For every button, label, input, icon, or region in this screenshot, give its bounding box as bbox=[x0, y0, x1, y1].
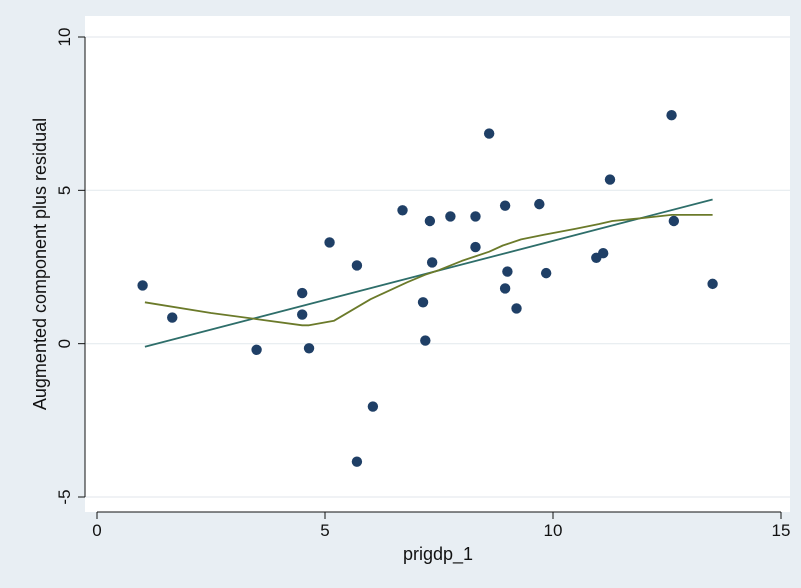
scatter-point-0 bbox=[137, 280, 148, 291]
scatter-point-10 bbox=[397, 205, 408, 216]
scatter-point-20 bbox=[499, 283, 511, 294]
y-tick-label-1: 0 bbox=[55, 339, 74, 348]
scatter-point-1 bbox=[167, 312, 178, 323]
scatter-point-3 bbox=[297, 287, 308, 299]
scatter-point-5 bbox=[303, 343, 315, 354]
y-tick-label-2: 5 bbox=[55, 186, 74, 195]
scatter-point-2 bbox=[251, 344, 262, 355]
scatter-point-27 bbox=[604, 174, 616, 185]
scatter-point-6 bbox=[324, 237, 335, 248]
x-tick-label-2: 10 bbox=[544, 521, 563, 540]
scatter-point-21 bbox=[502, 266, 513, 277]
x-axis-title: prigdp_1 bbox=[403, 544, 473, 565]
labels-layer: -5 0 5 10 0 5 10 15 bbox=[55, 28, 790, 540]
scatter-point-30 bbox=[707, 278, 718, 290]
y-tick-label-3: 10 bbox=[55, 28, 74, 47]
y-axis-title: Augmented component plus residual bbox=[30, 118, 50, 410]
scatter-point-16 bbox=[470, 211, 481, 222]
x-tick-label-0: 0 bbox=[92, 521, 101, 540]
x-tick-label-1: 5 bbox=[320, 521, 329, 540]
scatter-point-28 bbox=[666, 110, 677, 121]
scatter-point-7 bbox=[351, 260, 363, 271]
scatter-point-14 bbox=[426, 257, 438, 268]
lines-layer bbox=[144, 198, 713, 348]
scatter-point-29 bbox=[668, 215, 680, 227]
scatter-point-18 bbox=[483, 128, 495, 139]
scatter-point-4 bbox=[297, 309, 308, 320]
y-tick-label-0: -5 bbox=[55, 489, 74, 504]
scatter-point-12 bbox=[420, 335, 431, 346]
lowess-line bbox=[144, 213, 713, 327]
grid-layer bbox=[85, 36, 790, 498]
scatter-point-11 bbox=[417, 297, 429, 308]
scatter-point-22 bbox=[511, 303, 522, 314]
x-tick-label-3: 15 bbox=[772, 521, 791, 540]
scatter-point-19 bbox=[499, 200, 511, 211]
axes-layer bbox=[78, 36, 782, 519]
scatter-point-13 bbox=[424, 215, 436, 227]
plot-area bbox=[85, 16, 790, 512]
scatter-point-24 bbox=[540, 267, 552, 279]
scatter-point-26 bbox=[597, 248, 609, 259]
scatter-point-17 bbox=[470, 241, 481, 253]
scatter-point-15 bbox=[445, 211, 456, 222]
points-layer bbox=[137, 110, 718, 467]
scatter-point-8 bbox=[351, 456, 363, 467]
scatter-point-23 bbox=[534, 198, 545, 210]
scatter-point-9 bbox=[367, 401, 379, 412]
